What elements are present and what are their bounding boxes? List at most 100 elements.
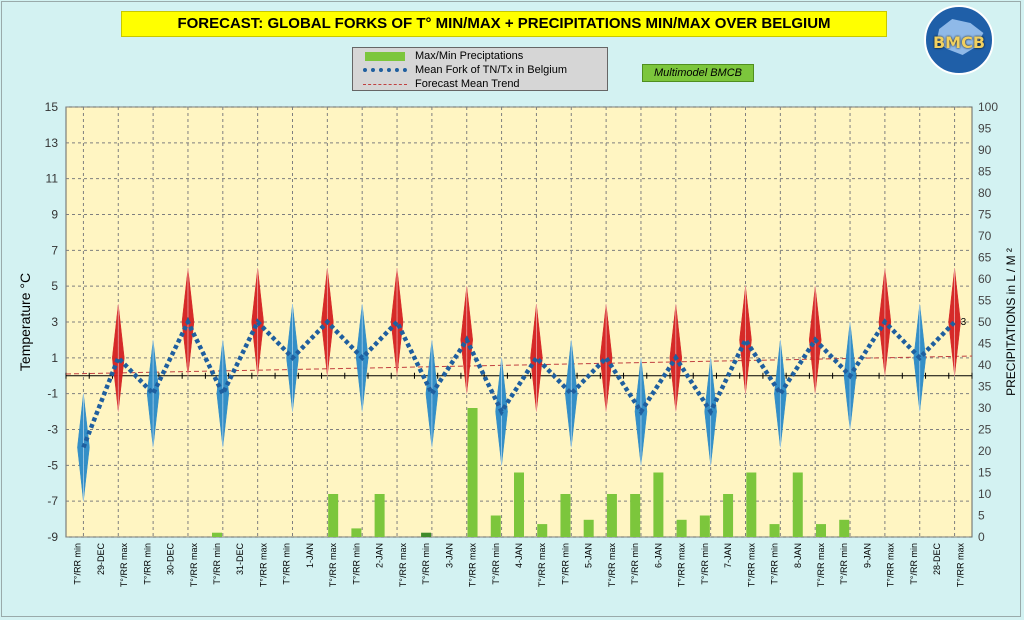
y-tick-label: -1: [47, 387, 58, 401]
y2-tick-label: 5: [978, 509, 985, 523]
precip-bars: [212, 408, 850, 537]
y-tick-label: 3: [51, 315, 58, 329]
x-tick-label: 4-JAN: [514, 543, 524, 568]
x-tick-label: T°/RR max: [258, 543, 268, 588]
x-tick-label: T°/RR min: [421, 543, 431, 585]
y2-tick-label: 95: [978, 122, 992, 136]
y2-tick-label: 40: [978, 358, 992, 372]
y2-tick-label: 80: [978, 186, 992, 200]
x-tick-label: 9-JAN: [862, 543, 872, 568]
x-tick-label: T°/RR max: [468, 543, 478, 588]
y-tick-label: -3: [47, 423, 58, 437]
precip-bar: [537, 524, 548, 537]
legend-swatch-mean-fork: [359, 64, 411, 76]
x-tick-label: T°/RR max: [328, 543, 338, 588]
chart-title: FORECAST: GLOBAL FORKS OF T° MIN/MAX + P…: [121, 11, 887, 37]
grid-lines: [66, 106, 972, 538]
precip-bar: [676, 519, 687, 537]
y2-tick-label: 15: [978, 466, 992, 480]
bmcb-logo: BMCB: [924, 5, 994, 75]
y2-tick-label: 90: [978, 143, 992, 157]
y-tick-label: 13: [45, 136, 59, 150]
x-tick-label: 31-DEC: [235, 543, 245, 576]
legend-label-mean-fork: Mean Fork of TN/Tx in Belgium: [415, 64, 568, 76]
x-tick-label: T°/RR min: [73, 543, 83, 585]
precip-bar: [606, 494, 617, 537]
multimodel-badge: Multimodel BMCB: [642, 64, 754, 82]
y2-axis-title: PRECIPITATIONS in L / M ²: [1004, 248, 1018, 396]
y-tick-label: -5: [47, 458, 58, 472]
legend: Max/Min Preciptations Mean Fork of TN/Tx…: [352, 47, 608, 91]
x-tick-label: T°/RR min: [630, 543, 640, 585]
legend-swatch-precip: [359, 50, 411, 62]
x-tick-label: 30-DEC: [166, 543, 176, 576]
y2-tick-label: 50: [978, 315, 992, 329]
y2-tick-label: 25: [978, 423, 992, 437]
x-tick-label: 7-JAN: [723, 543, 733, 568]
x-tick-label: T°/RR min: [909, 543, 919, 585]
precip-bar: [351, 528, 362, 537]
y-tick-label: -7: [47, 494, 58, 508]
x-tick-label: T°/RR max: [816, 543, 826, 588]
x-tick-label: 29-DEC: [96, 543, 106, 576]
x-tick-label: T°/RR min: [560, 543, 570, 585]
precip-bar: [560, 494, 571, 537]
x-tick-label: T°/RR min: [351, 543, 361, 585]
trend-line: [65, 355, 973, 375]
legend-label-precip: Max/Min Preciptations: [415, 50, 524, 62]
y-tick-label: 15: [45, 100, 59, 114]
precip-bar: [699, 515, 710, 537]
y-tick-label: 1: [51, 351, 58, 365]
x-tick-label: T°/RR max: [398, 543, 408, 588]
y2-tick-label: 0: [978, 530, 985, 544]
mean-fork-line: [81, 316, 957, 449]
x-axis: T°/RR min 29-DEC T°/RR max T°/RR min 30-DEC T…: [73, 543, 966, 588]
y2-tick-label: 20: [978, 444, 992, 458]
y-tick-label: 7: [51, 243, 58, 257]
y-axis-right: 0 5 10 15 20 25 30 35 40 45 50 55 60 65 70 75 80 85 90 95 10…: [978, 100, 998, 544]
x-tick-label: T°/RR min: [839, 543, 849, 585]
precip-bar: [583, 519, 594, 537]
y2-tick-label: 45: [978, 337, 992, 351]
precip-bar: [514, 472, 524, 537]
legend-label-trend: Forecast Mean Trend: [415, 78, 520, 90]
x-tick-label: 5-JAN: [584, 543, 594, 568]
x-tick-label: T°/RR max: [746, 543, 756, 588]
y2-tick-label: 60: [978, 272, 992, 286]
x-tick-label: T°/RR min: [142, 543, 152, 585]
x-tick-label: 1-JAN: [305, 543, 315, 568]
precip-bar: [723, 494, 734, 537]
legend-swatch-trend: [359, 78, 411, 90]
x-tick-label: T°/RR min: [770, 543, 780, 585]
y-axis-title: Temperature °C: [17, 273, 33, 371]
y2-tick-label: 85: [978, 165, 992, 179]
y2-tick-label: 70: [978, 229, 992, 243]
precip-bar: [328, 494, 339, 537]
y-tick-label: -9: [47, 530, 58, 544]
y2-tick-label: 30: [978, 401, 992, 415]
x-tick-label: T°/RR max: [607, 543, 617, 588]
precip-bar: [212, 532, 222, 537]
y-tick-label: 5: [51, 279, 58, 293]
y-tick-label: 11: [46, 172, 59, 186]
y2-tick-label: 10: [978, 487, 992, 501]
logo-text: BMCB: [932, 33, 986, 52]
precip-bar: [490, 515, 501, 537]
mean-end-label: 3: [961, 317, 967, 328]
legend-item-trend: Forecast Mean Trend: [359, 77, 520, 91]
x-tick-label: T°/RR max: [537, 543, 547, 588]
x-tick-label: T°/RR min: [212, 543, 222, 585]
precip-bar: [746, 472, 757, 537]
x-tick-label: 28-DEC: [932, 543, 942, 576]
x-tick-label: 6-JAN: [653, 543, 663, 568]
x-tick-label: T°/RR max: [119, 543, 129, 588]
precip-bar: [467, 408, 478, 537]
x-tick-label: T°/RR max: [955, 543, 965, 588]
precip-bar: [792, 472, 803, 537]
x-tick-label: T°/RR max: [189, 543, 199, 588]
x-tick-label: T°/RR max: [677, 543, 687, 588]
precip-bar: [653, 472, 664, 537]
x-tick-label: T°/RR max: [886, 543, 896, 588]
